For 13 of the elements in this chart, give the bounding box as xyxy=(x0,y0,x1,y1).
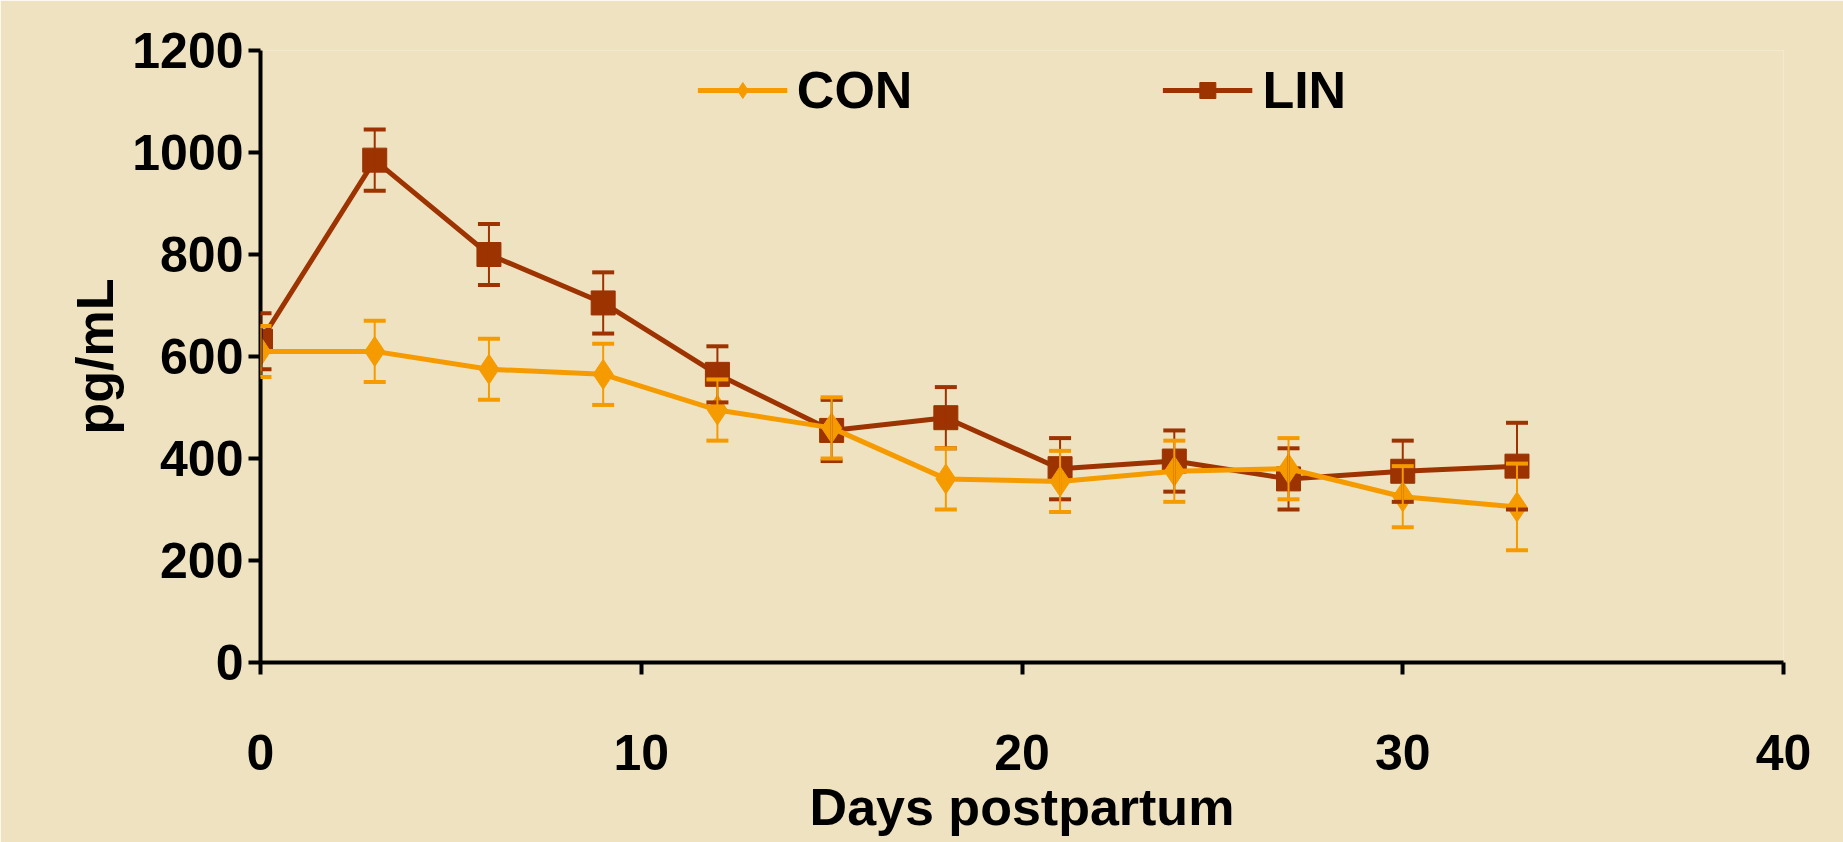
y-axis-title: pg/mL xyxy=(66,278,125,435)
y-tick-label: 400 xyxy=(160,431,244,487)
x-tick-label: 40 xyxy=(1755,724,1812,781)
y-tick-label: 1000 xyxy=(132,125,244,181)
y-tick-label: 600 xyxy=(160,329,244,385)
y-tick-label: 800 xyxy=(160,227,244,283)
legend-label: LIN xyxy=(1262,60,1347,120)
x-tick-label: 30 xyxy=(1374,724,1431,781)
y-tick-label: 1200 xyxy=(132,23,244,79)
y-tick-label: 0 xyxy=(215,635,244,691)
legend-label: CON xyxy=(796,60,913,120)
x-tick-label: 10 xyxy=(613,724,670,781)
y-tick-label: 200 xyxy=(160,533,244,589)
